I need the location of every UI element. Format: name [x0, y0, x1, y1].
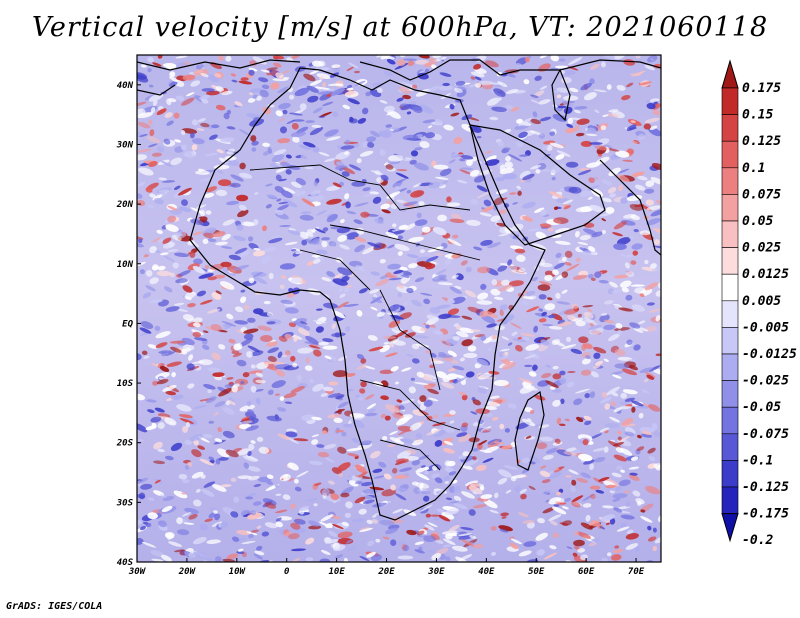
- coastlines: [137, 59, 661, 521]
- lon-tick-label: 40E: [478, 567, 495, 577]
- lon-tick-label: 60E: [578, 567, 595, 577]
- colorbar-swatch: [721, 247, 739, 275]
- lat-tick-label: 20S: [116, 439, 134, 449]
- colorbar-top-arrow: [721, 59, 739, 89]
- colorbar-label: 0.05: [742, 214, 773, 229]
- colorbar-label: -0.175: [742, 507, 789, 522]
- colorbar-swatch: [721, 380, 739, 408]
- colorbar-label: -0.005: [742, 320, 789, 335]
- lat-tick-label: 10S: [117, 379, 134, 389]
- colorbar: 0.175 0.15 0.125 0.1 0.075 0.05 0.025 0.0125 0.0…: [721, 59, 797, 548]
- colorbar-label: 0.125: [742, 134, 781, 149]
- colorbar-label: 0.025: [742, 241, 781, 256]
- colorbar-swatch: [721, 140, 739, 169]
- credit-text: GrADS: IGES/COLA: [6, 601, 103, 612]
- colorbar-swatch: [721, 486, 739, 514]
- lat-tick-label: 40S: [117, 558, 134, 568]
- lon-tick-label: 20W: [178, 567, 197, 577]
- colorbar-swatch: [721, 406, 739, 435]
- colorbar-label: -0.125: [742, 480, 789, 495]
- colorbar-swatch: [721, 167, 739, 195]
- map-frame: [136, 54, 662, 563]
- lon-tick-label: 70E: [628, 567, 645, 577]
- colorbar-swatch: [721, 300, 739, 328]
- colorbar-label: -0.1: [742, 453, 773, 468]
- colorbar-label: 0.1: [742, 161, 765, 176]
- lon-tick-label: 10W: [229, 567, 247, 577]
- lon-tick-label: 0: [284, 567, 290, 577]
- colorbar-label: -0.05: [742, 400, 781, 415]
- colorbar-swatch: [721, 353, 739, 381]
- colorbar-label: -0.2: [742, 533, 773, 548]
- chart-title: Vertical velocity [m/s] at 600hPa, VT: 2…: [31, 12, 769, 43]
- lat-tick-label: EQ: [122, 319, 133, 329]
- lat-tick-label: 40N: [117, 81, 134, 91]
- colorbar-label: 0.0125: [742, 267, 789, 282]
- colorbar-swatch: [721, 114, 739, 142]
- colorbar-swatch: [721, 87, 739, 115]
- colorbar-label: 0.175: [742, 81, 781, 96]
- map-panel: [137, 55, 661, 562]
- colorbar-swatch: [721, 460, 739, 488]
- lon-tick-label: 20E: [377, 567, 395, 577]
- velocity-field: [137, 55, 661, 562]
- colorbar-bottom-arrow: [721, 513, 739, 543]
- colorbar-swatch: [721, 273, 739, 302]
- lon-tick-label: 30W: [128, 567, 147, 577]
- lat-tick-label: 30N: [116, 140, 134, 150]
- lon-tick-label: 50E: [528, 567, 545, 577]
- colorbar-label: 0.005: [742, 294, 781, 309]
- lon-tick-label: 30E: [427, 567, 445, 577]
- colorbar-label: -0.0125: [742, 347, 797, 362]
- lon-tick-label: 10E: [328, 567, 345, 577]
- colorbar-label: 0.15: [742, 108, 773, 123]
- colorbar-swatch: [721, 194, 739, 222]
- lat-tick-label: 20N: [116, 200, 134, 210]
- lat-tick-label: 30S: [116, 498, 134, 508]
- lat-tick-label: 10N: [117, 260, 134, 270]
- colorbar-label: -0.025: [742, 374, 789, 389]
- colorbar-label: 0.075: [742, 187, 781, 202]
- colorbar-swatch: [721, 327, 739, 355]
- colorbar-label: -0.075: [742, 427, 789, 442]
- latitude-axis: 40N 30N 20N 10N EQ 10S 20S 30S 40S: [116, 81, 141, 568]
- colorbar-swatch: [721, 220, 739, 248]
- longitude-axis: 30W 20W 10W 0 10E 20E 30E 40E 50E 60E 70E: [128, 558, 645, 577]
- colorbar-swatch: [721, 433, 739, 461]
